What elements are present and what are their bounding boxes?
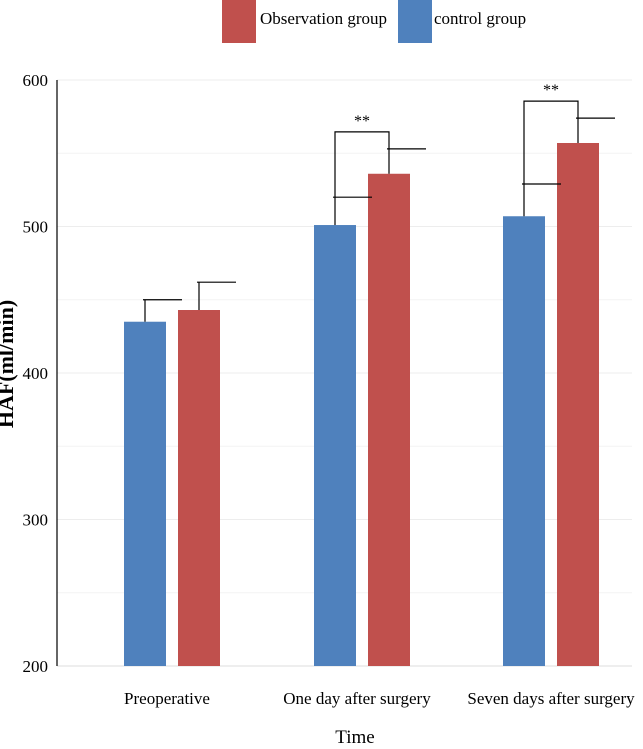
legend-swatch-observation xyxy=(222,0,256,43)
x-category-labels: Preoperative One day after surgery Seven d… xyxy=(124,689,635,708)
bars xyxy=(124,142,599,666)
legend: Observation group control group xyxy=(222,0,526,43)
x-category-label: One day after surgery xyxy=(283,689,431,708)
y-tick-label: 400 xyxy=(23,364,49,383)
y-tick-label: 300 xyxy=(23,511,49,530)
significance-bracket xyxy=(523,100,579,185)
significance-label: ** xyxy=(543,82,559,99)
bar-observation xyxy=(178,310,220,666)
y-tick-labels: 200 300 400 500 600 xyxy=(23,71,49,676)
y-tick-label: 500 xyxy=(23,218,49,237)
significance-bracket xyxy=(334,131,390,198)
x-category-label: Seven days after surgery xyxy=(467,689,635,708)
bar-control xyxy=(314,225,356,666)
y-axis-title: HAF(ml/min) xyxy=(0,300,18,428)
y-tick-label: 200 xyxy=(23,657,49,676)
significance-label: ** xyxy=(354,113,370,130)
bar-observation xyxy=(557,142,599,666)
bar-control xyxy=(503,216,545,666)
error-bars xyxy=(143,117,615,322)
bar-control xyxy=(124,321,166,666)
bar-observation xyxy=(368,173,410,666)
x-category-label: Preoperative xyxy=(124,689,210,708)
legend-label-observation: Observation group xyxy=(260,9,387,28)
y-tick-label: 600 xyxy=(23,71,49,90)
legend-label-control: control group xyxy=(434,9,526,28)
legend-swatch-control xyxy=(398,0,432,43)
x-axis-title: Time xyxy=(335,727,374,748)
significance-markers: ** ** xyxy=(334,82,579,198)
